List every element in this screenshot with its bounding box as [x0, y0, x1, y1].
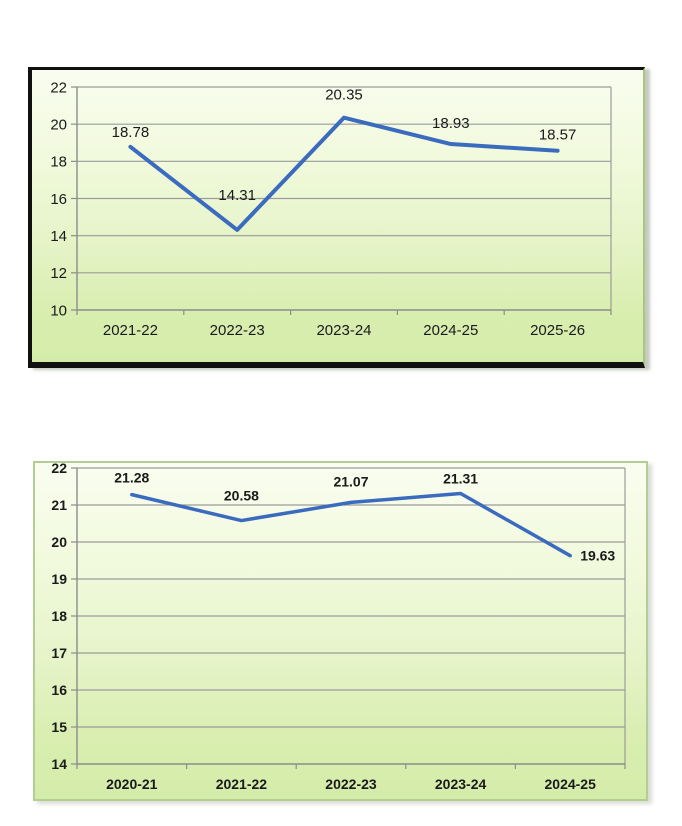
- y-tick-label: 20: [50, 117, 67, 134]
- x-tick-label: 2024-25: [423, 322, 478, 339]
- y-tick-label: 10: [50, 302, 67, 319]
- y-tick-label: 12: [50, 265, 67, 282]
- data-label: 14.31: [218, 187, 256, 204]
- data-label: 21.07: [333, 473, 368, 489]
- x-tick-label: 2025-26: [530, 322, 585, 339]
- line-chart-bottom[interactable]: 14 15 16 17 18 19 20 21 22 2020-21 2021-22 2022-23 2…: [33, 461, 648, 801]
- x-tick-label: 2020-21: [106, 776, 158, 792]
- x-tick-label: 2022-23: [210, 322, 265, 339]
- data-label: 18.93: [432, 115, 470, 132]
- y-tick-label: 14: [50, 228, 67, 245]
- y-tick-label: 16: [50, 191, 67, 208]
- x-tick-label: 2024-25: [545, 776, 597, 792]
- y-tick-label: 22: [51, 463, 67, 476]
- x-tick-label: 2021-22: [216, 776, 268, 792]
- data-label: 18.78: [112, 124, 150, 141]
- data-label: 21.31: [443, 471, 478, 487]
- y-tick-label: 16: [51, 682, 67, 698]
- y-tick-label: 22: [50, 79, 67, 96]
- y-tick-label: 20: [51, 534, 67, 550]
- data-label: 20.58: [224, 488, 259, 504]
- data-label: 21.28: [114, 470, 149, 486]
- x-tick-label: 2023-24: [316, 322, 371, 339]
- data-label: 18.57: [539, 127, 577, 144]
- x-tick-label: 2021-22: [103, 322, 158, 339]
- line-chart-top[interactable]: 10 12 14 16 18 20 22 2021-22 2022-23 2023-24 2024-…: [28, 67, 645, 368]
- x-tick-label: 2022-23: [325, 776, 377, 792]
- series-line: [128, 115, 560, 232]
- x-tick-label: 2023-24: [435, 776, 487, 792]
- series-line: [130, 491, 572, 558]
- line-chart-top-canvas: 10 12 14 16 18 20 22 2021-22 2022-23 2023-24 2024-…: [50, 79, 612, 339]
- line-chart-bottom-canvas: 14 15 16 17 18 19 20 21 22 2020-21 2021-22 2022-23 2…: [51, 463, 626, 792]
- y-tick-label: 21: [51, 497, 67, 513]
- y-tick-label: 18: [50, 154, 67, 171]
- data-label: 19.63: [580, 548, 615, 564]
- y-tick-label: 14: [51, 756, 67, 772]
- y-tick-label: 19: [51, 571, 67, 587]
- y-tick-label: 18: [51, 608, 67, 624]
- y-tick-label: 15: [51, 719, 67, 735]
- y-tick-label: 17: [51, 645, 67, 661]
- data-label: 20.35: [325, 87, 363, 104]
